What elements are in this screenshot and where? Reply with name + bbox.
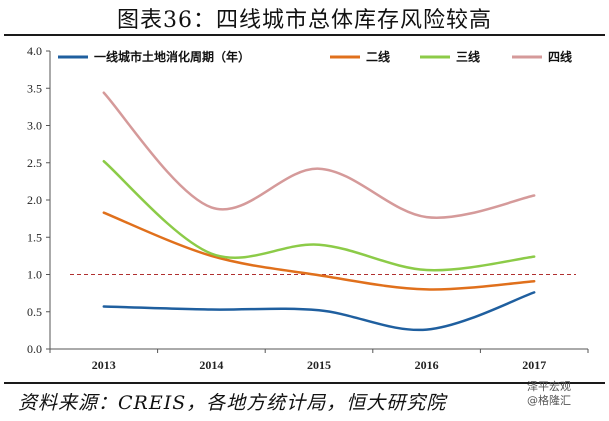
y-tick-label: 0.0 — [27, 342, 42, 356]
y-tick-label: 2.5 — [27, 156, 42, 170]
y-tick-label: 3.5 — [27, 81, 42, 95]
chart-legend: 一线城市土地消化周期（年） 二线 三线 四线 — [58, 49, 572, 64]
series-line-3 — [102, 160, 536, 272]
y-tick-label: 2.0 — [27, 193, 42, 207]
legend-label-2: 二线 — [366, 49, 390, 64]
y-tick-label: 1.0 — [27, 268, 42, 282]
x-tick-label: 2013 — [92, 358, 116, 372]
series-line-2 — [102, 211, 536, 291]
watermark-line-1: 泽平宏观 — [527, 380, 571, 393]
source-note: 资料来源：CREIS，各地方统计局，恒大研究院 — [18, 392, 447, 414]
chart-title: 图表36：四线城市总体库存风险较高 — [117, 8, 492, 33]
source-rule — [4, 382, 605, 384]
x-tick-label: 2017 — [522, 358, 546, 372]
y-tick-label: 4.0 — [27, 44, 42, 58]
chart-axes: 0.0 0.5 1.0 1.5 2.0 2.5 3.0 3.5 4.0 2013 2014 2015 2… — [27, 44, 589, 372]
legend-label-4: 四线 — [548, 49, 572, 64]
x-tick-label: 2014 — [199, 358, 223, 372]
series-line-1 — [102, 291, 536, 332]
line-chart: 0.0 0.5 1.0 1.5 2.0 2.5 3.0 3.5 4.0 2013 2014 2015 2… — [27, 44, 589, 372]
y-tick-label: 1.5 — [27, 230, 42, 244]
chart-series — [102, 91, 536, 332]
legend-label-1: 一线城市土地消化周期（年） — [94, 49, 250, 64]
y-tick-label: 0.5 — [27, 305, 42, 319]
watermark-line-2: @格隆汇 — [527, 394, 571, 407]
watermark: 泽平宏观 @格隆汇 — [527, 380, 571, 408]
x-tick-label: 2015 — [307, 358, 331, 372]
series-line-4 — [102, 91, 536, 219]
y-tick-label: 3.0 — [27, 119, 42, 133]
title-rule — [4, 34, 605, 36]
x-tick-label: 2016 — [415, 358, 439, 372]
legend-label-3: 三线 — [456, 49, 480, 64]
